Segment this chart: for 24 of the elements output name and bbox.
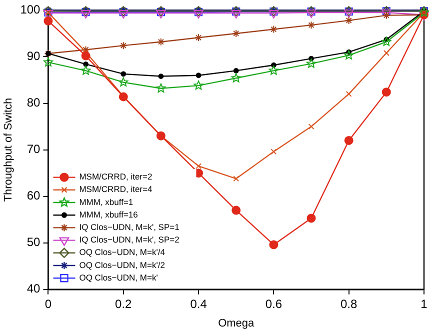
y-tick-label: 90: [26, 49, 41, 64]
x-tick-label: 1: [420, 296, 428, 311]
legend-label: OQ Clos−UDN, M=k'/4: [79, 247, 166, 258]
legend-label: OQ Clos−UDN, M=k': [79, 272, 158, 282]
legend-label: MSM/CRRD, iter=4: [79, 184, 152, 194]
legend-label: IQ Clos−UDN, M=k', SP=2: [79, 234, 180, 245]
x-tick-label: 0: [44, 296, 52, 311]
y-tick-label: 70: [26, 142, 41, 156]
x-tick-label: 0.2: [115, 296, 132, 311]
legend-label: MMM, xbuff=16: [79, 209, 138, 220]
y-tick-label: 60: [26, 188, 41, 203]
x-tick-label: 0.8: [340, 296, 358, 311]
y-tick-label: 40: [26, 282, 41, 296]
legend-label: MMM, xbuff=1: [79, 196, 134, 207]
y-tick-label: 50: [26, 235, 41, 250]
x-axis-title: Omega: [218, 317, 256, 330]
y-tick-label: 80: [26, 96, 41, 110]
x-tick-label: 0.6: [265, 296, 282, 311]
x-tick-label: 0.4: [190, 296, 208, 311]
y-tick-label: 100: [20, 2, 41, 17]
legend-label: OQ Clos−UDN, M=k'/2: [79, 260, 166, 270]
legend-label: MSM/CRRD, iter=2: [79, 172, 152, 182]
y-axis-title: Throughput of Switch: [2, 98, 15, 202]
legend-label: IQ Clos−UDN, M=k', SP=1: [79, 222, 180, 232]
